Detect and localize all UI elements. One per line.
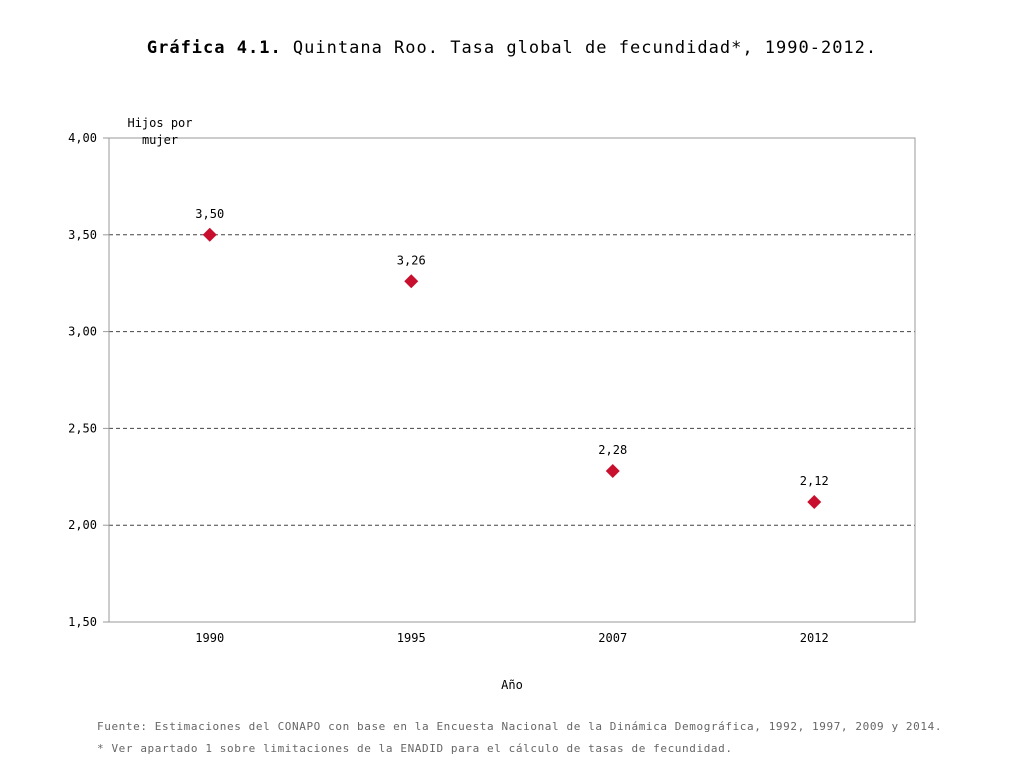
y-tick-label: 1,50	[68, 615, 97, 629]
y-tick-label: 3,00	[68, 325, 97, 339]
plot-area	[108, 137, 916, 623]
x-tick-label: 1995	[397, 631, 426, 645]
x-axis-ticks: 1990 1995 2007 2012	[195, 631, 828, 645]
footer-notes: Fuente: Estimaciones del CONAPO con base…	[97, 716, 1017, 760]
data-label: 3,50	[195, 207, 224, 221]
grid-lines	[109, 234, 915, 526]
data-point	[807, 494, 822, 509]
source-note: Fuente: Estimaciones del CONAPO con base…	[97, 720, 943, 733]
data-label: 3,26	[397, 253, 426, 267]
data-point	[202, 227, 217, 242]
data-label: 2,28	[598, 443, 627, 457]
data-point	[605, 463, 620, 478]
chart-title-text: Quintana Roo. Tasa global de fecundidad*…	[281, 38, 878, 58]
data-points	[202, 227, 822, 509]
x-tick-label: 1990	[195, 631, 224, 645]
footnote: * Ver apartado 1 sobre limitaciones de l…	[97, 742, 733, 755]
y-tick-label: 2,00	[68, 518, 97, 532]
x-tick-label: 2007	[598, 631, 627, 645]
data-point	[404, 274, 419, 289]
y-tick-label: 3,50	[68, 228, 97, 242]
y-axis-ticks: 1,50 2,00 2,50 3,00 3,50 4,00	[68, 131, 109, 629]
data-labels: 3,50 3,26 2,28 2,12	[195, 207, 828, 488]
x-axis-title: Año	[501, 678, 523, 692]
y-axis-title-line-1: Hijos por	[127, 116, 192, 130]
y-axis-title-line-2: mujer	[142, 133, 178, 147]
data-label: 2,12	[800, 474, 829, 488]
chart-title: Gráfica 4.1. Quintana Roo. Tasa global d…	[0, 38, 1024, 58]
chart-title-lead: Gráfica 4.1.	[146, 38, 282, 58]
y-tick-label: 4,00	[68, 131, 97, 145]
y-tick-label: 2,50	[68, 421, 97, 435]
x-tick-label: 2012	[800, 631, 829, 645]
